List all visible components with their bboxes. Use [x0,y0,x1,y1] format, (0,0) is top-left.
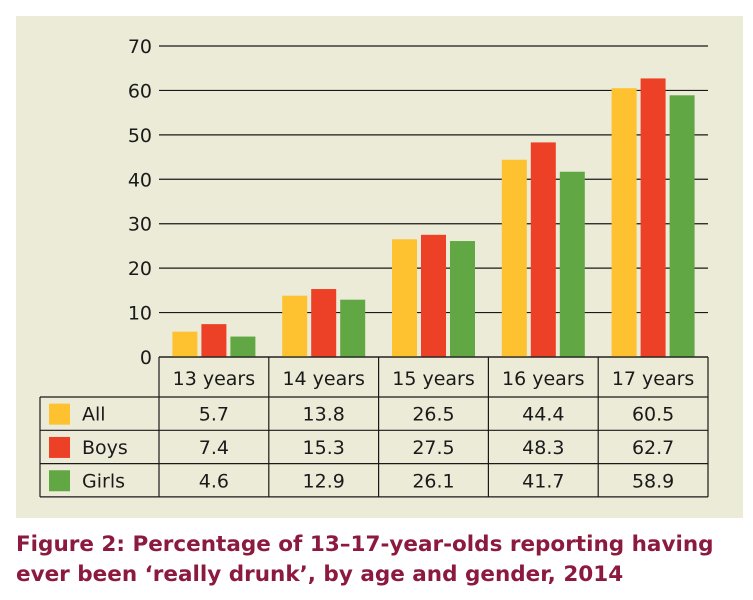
y-tick-label: 50 [128,125,152,147]
legend-label: All [82,404,106,426]
bar-all [611,88,637,357]
table-value: 44.4 [522,404,564,426]
caption-line-2: ever been ‘really drunk’, by age and gen… [16,562,624,587]
y-tick-label: 0 [140,347,152,369]
bar-girls [450,241,475,357]
y-tick-label: 10 [128,303,152,325]
chart-panel: 0 10 20 30 40 50 60 70 13 years 14 years 15 years 1… [16,16,743,518]
legend-label: Girls [82,470,125,492]
table-value: 4.6 [199,470,229,492]
y-tick-label: 60 [128,80,152,102]
x-tick-label: 15 years [392,368,475,390]
table-value: 41.7 [522,470,564,492]
legend-swatch [49,403,70,425]
bar-boys [311,289,337,357]
y-tick-label: 70 [128,36,152,58]
table-value: 48.3 [522,437,564,459]
bar-girls [340,299,366,357]
table-value: 12.9 [303,470,345,492]
y-tick-label: 30 [128,214,152,236]
table-value: 5.7 [199,404,229,426]
y-tick-label: 20 [128,258,152,280]
table-value: 58.9 [632,470,674,492]
bar-boys [530,142,556,357]
x-tick-label: 16 years [502,368,585,390]
figure-caption: Figure 2: Percentage of 13–17-year-olds … [16,530,743,590]
x-tick-label: 13 years [173,368,256,390]
bar-all [501,159,527,357]
caption-line-1: Figure 2: Percentage of 13–17-year-olds … [16,532,714,557]
table-value: 26.5 [412,404,454,426]
bar-boys [201,324,227,357]
table-value: 62.7 [632,437,674,459]
legend-swatch [49,436,70,458]
table-value: 26.1 [412,470,454,492]
table-value: 60.5 [632,404,674,426]
bar-boys [640,78,666,357]
table-value: 13.8 [303,404,345,426]
bar-all [392,239,417,357]
table-value: 15.3 [303,437,345,459]
x-tick-label: 17 years [612,368,695,390]
bar-all [172,331,198,357]
x-tick-label: 14 years [282,368,365,390]
bar-girls [559,171,585,357]
legend-swatch [49,470,70,492]
bar-girls [669,95,695,358]
bar-girls [230,336,256,357]
table-value: 27.5 [412,437,454,459]
legend-label: Boys [82,437,128,459]
y-tick-label: 40 [128,169,152,191]
table-value: 7.4 [199,437,229,459]
bar-boys [421,234,446,357]
bar-all [282,295,308,357]
bar-chart: 0 10 20 30 40 50 60 70 13 years 14 years 15 years 1… [39,36,709,498]
